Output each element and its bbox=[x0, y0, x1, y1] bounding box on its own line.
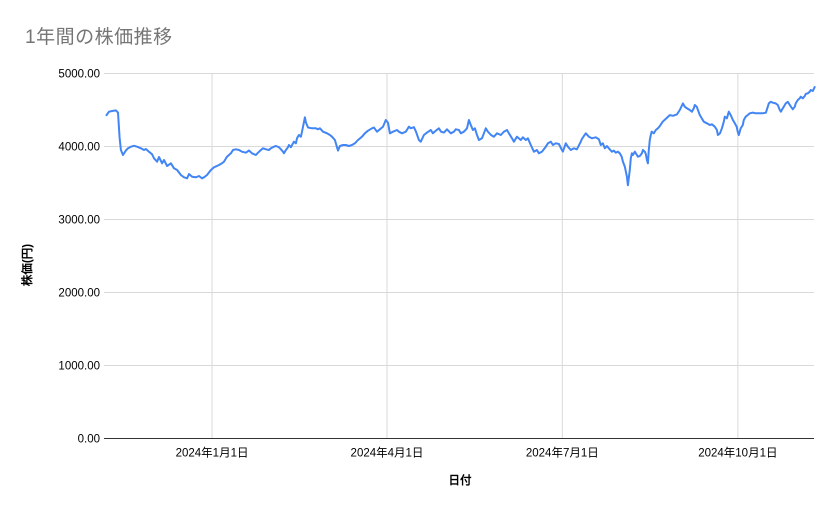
y-axis-title: 株価(円) bbox=[20, 244, 34, 286]
horizontal-gridlines bbox=[104, 73, 814, 439]
y-tick-label-5000: 5000.00 bbox=[58, 69, 100, 81]
y-axis-tick-labels: 0.00 1000.00 2000.00 3000.00 4000.00 5000.00 bbox=[58, 69, 100, 446]
y-tick-label-3000: 3000.00 bbox=[58, 215, 100, 227]
y-tick-label-1000: 1000.00 bbox=[58, 361, 100, 373]
y-tick-label-4000: 4000.00 bbox=[58, 142, 100, 154]
price-line-series bbox=[105, 86, 816, 187]
y-tick-label-2000: 2000.00 bbox=[58, 288, 100, 300]
vertical-gridlines bbox=[211, 73, 739, 439]
x-tick-label-2: 2024年7月1日 bbox=[526, 446, 599, 460]
x-tick-label-0: 2024年1月1日 bbox=[176, 446, 249, 460]
x-axis-tick-labels: 2024年1月1日 2024年4月1日 2024年7月1日 2024年10月1日 bbox=[176, 446, 778, 460]
x-tick-label-1: 2024年4月1日 bbox=[351, 446, 424, 460]
y-tick-label-0: 0.00 bbox=[78, 434, 100, 446]
x-tick-label-3: 2024年10月1日 bbox=[698, 446, 777, 460]
chart-title: 1年間の株価推移 bbox=[25, 27, 173, 48]
x-axis-title: 日付 bbox=[449, 473, 472, 487]
